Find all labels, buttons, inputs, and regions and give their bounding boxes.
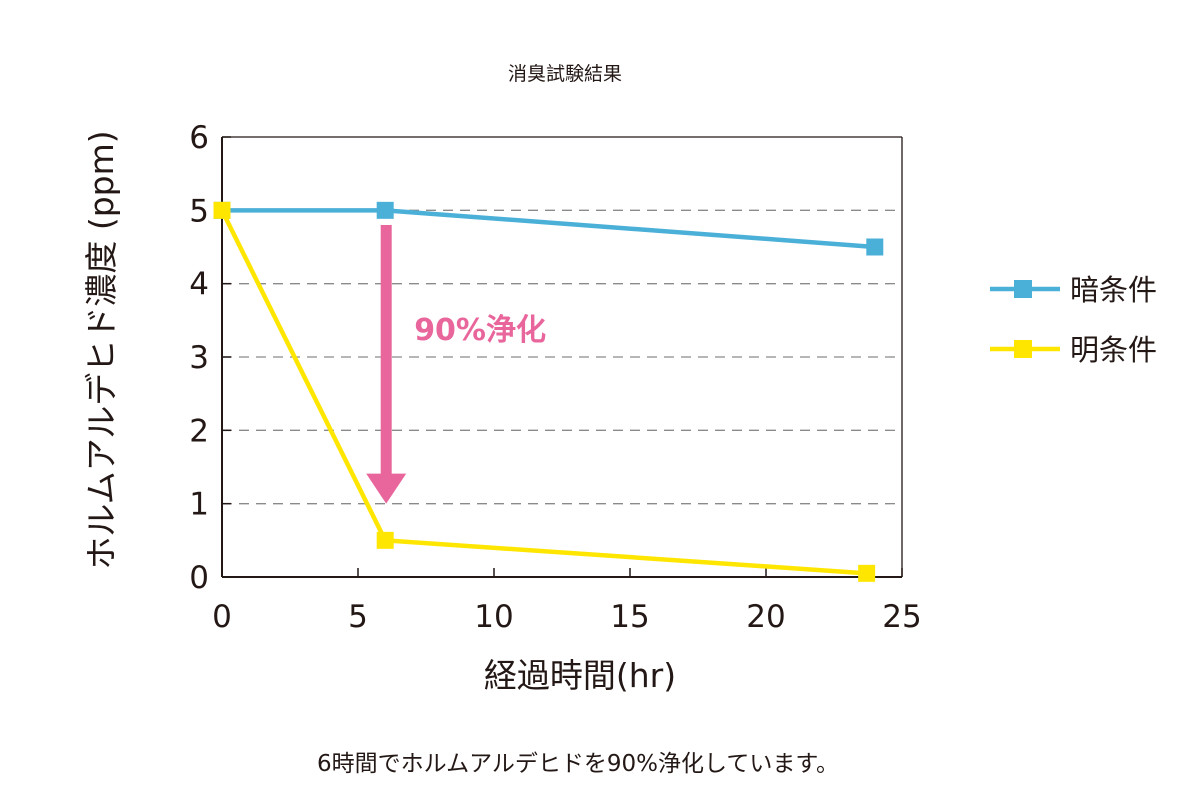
x-tick-label: 25 <box>882 599 921 635</box>
y-tick-label: 5 <box>189 193 209 229</box>
y-tick-label: 6 <box>189 120 209 156</box>
grid <box>222 209 902 505</box>
series-point <box>376 531 394 549</box>
x-tick-label: 15 <box>610 599 649 635</box>
series-line-0 <box>222 208 875 250</box>
x-tick-label: 20 <box>746 599 785 635</box>
annotation-label: 90%浄化 <box>414 313 546 348</box>
x-tick-label: 10 <box>474 599 513 635</box>
legend-marker <box>1014 340 1032 358</box>
y-tick-label: 3 <box>189 340 209 376</box>
legend-label: 明条件 <box>1070 333 1157 367</box>
ticks: 0 1 2 3 4 5 6 0 5 10 15 20 25 <box>189 120 921 635</box>
series-layer <box>213 201 884 582</box>
series-point <box>866 238 884 256</box>
y-axis-label: ホルムアルデヒド濃度 (ppm) <box>82 130 121 569</box>
y-tick-label: 1 <box>189 487 209 523</box>
x-axis-label: 経過時間(hr) <box>484 656 676 695</box>
series-point <box>858 564 876 582</box>
annotation-arrow-head <box>366 473 407 504</box>
series-point <box>376 201 394 219</box>
legend-label: 暗条件 <box>1070 273 1157 307</box>
y-tick-label: 0 <box>189 560 209 596</box>
legend-marker <box>1014 280 1032 298</box>
annotation: 90%浄化 <box>366 225 546 504</box>
y-tick-label: 2 <box>189 413 209 449</box>
caption: 6時間でホルムアルデヒドを90%浄化しています。 <box>317 751 839 777</box>
y-tick-label: 4 <box>189 267 209 303</box>
series-point <box>213 201 231 219</box>
series-line-1 <box>219 209 867 576</box>
x-tick-label: 5 <box>348 599 368 635</box>
chart-title: 消臭試験結果 <box>508 63 622 85</box>
x-tick-label: 0 <box>212 599 232 635</box>
